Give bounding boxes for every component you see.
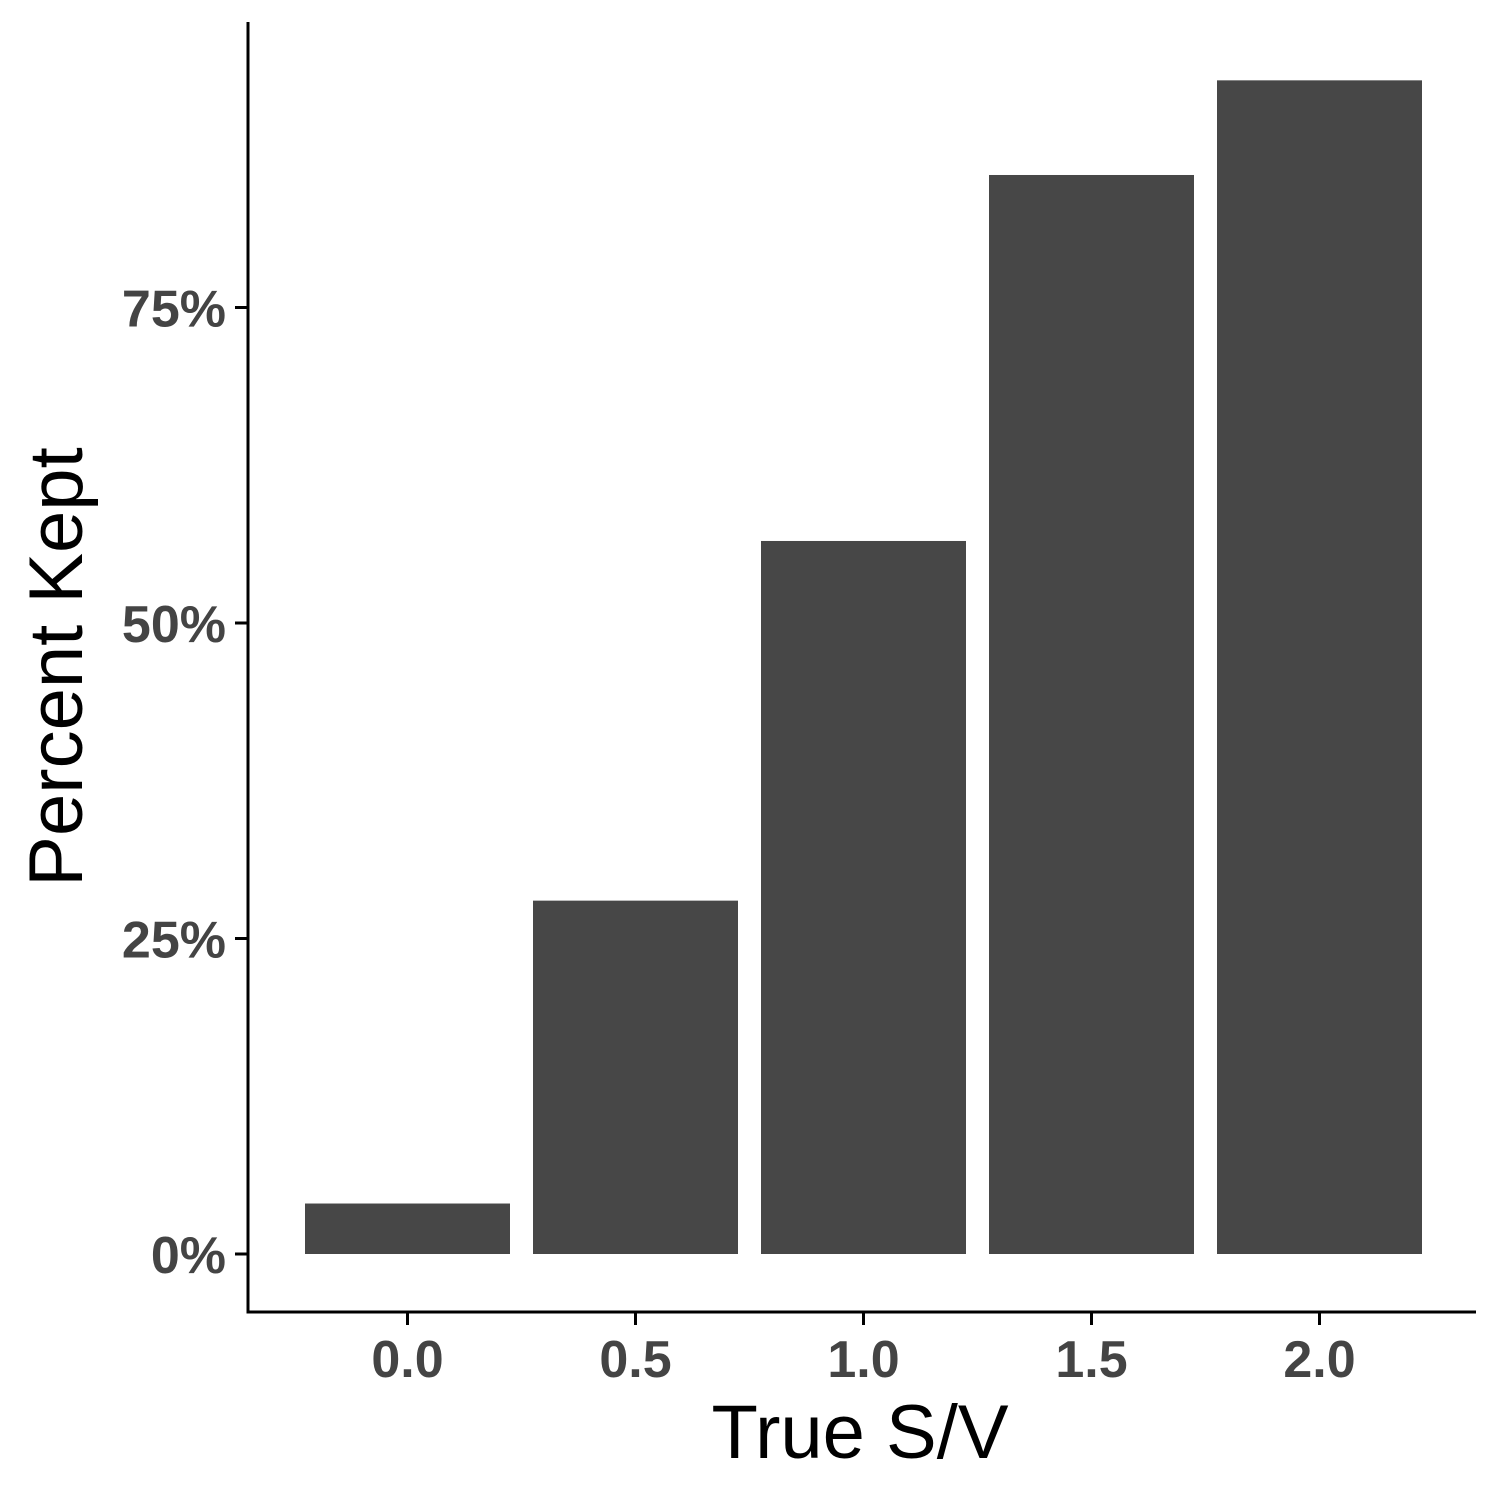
x-tick-label: 1.0 [827,1331,899,1389]
y-tick-label: 75% [122,281,226,339]
bar-0.0 [305,1203,510,1254]
x-axis-ticks: 0.0 0.5 1.0 1.5 2.0 [371,1312,1356,1389]
y-tick-label: 0% [151,1227,226,1285]
bar-2.0 [1217,80,1422,1255]
bar-0.5 [533,900,738,1254]
x-tick-label: 0.0 [371,1331,443,1389]
y-axis-title: Percent Kept [14,447,99,886]
bars-group [305,80,1422,1255]
y-axis-ticks: 0% 25% 50% 75% [122,281,248,1285]
x-tick-label: 1.5 [1055,1331,1127,1389]
bar-1.5 [989,174,1194,1255]
x-tick-label: 0.5 [599,1331,671,1389]
y-tick-label: 25% [122,912,226,970]
x-tick-label: 2.0 [1283,1331,1355,1389]
y-tick-label: 50% [122,596,226,654]
bar-1.0 [761,540,966,1254]
x-axis-title: True S/V [711,1390,1008,1475]
